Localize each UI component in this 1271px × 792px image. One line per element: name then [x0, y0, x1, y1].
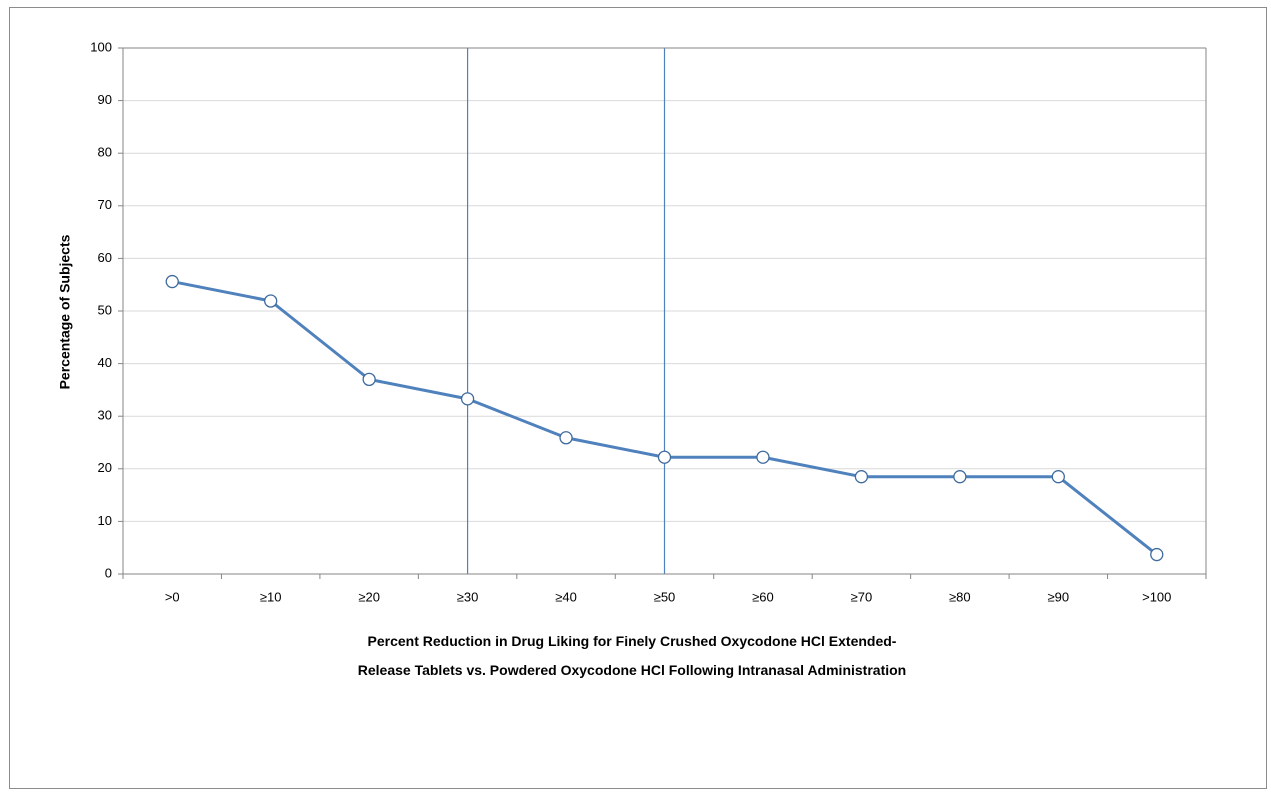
data-point	[460, 392, 475, 406]
axes	[118, 47, 1207, 579]
x-tick-label: ≥50	[654, 589, 676, 604]
y-tick-label: 70	[98, 197, 112, 212]
x-tick-label: ≥60	[752, 589, 774, 604]
data-point	[657, 450, 672, 464]
y-tick-label: 100	[90, 39, 112, 54]
x-axis-title-line-1: Percent Reduction in Drug Liking for Fin…	[368, 633, 897, 649]
x-axis-title-line-2: Release Tablets vs. Powdered Oxycodone H…	[358, 662, 906, 678]
y-tick-label: 0	[105, 565, 112, 580]
data-point	[1150, 547, 1164, 562]
x-tick-label: ≥80	[949, 589, 971, 604]
y-tick-label: 90	[98, 92, 112, 107]
data-point	[854, 470, 869, 484]
x-tick-label: ≥30	[457, 589, 479, 604]
y-tick-label: 30	[98, 408, 112, 423]
chart-frame	[9, 7, 1267, 789]
y-tick-label: 40	[98, 355, 112, 370]
data-point	[1051, 470, 1065, 484]
x-tick-labels: >0 ≥10 ≥20 ≥30 ≥40 ≥50 ≥60 ≥70 ≥80 ≥90 >100	[165, 589, 1172, 604]
x-tick-label: >0	[165, 589, 180, 604]
y-tick-label: 60	[98, 250, 112, 265]
y-axis-title: Percentage of Subjects	[57, 234, 73, 389]
data-point	[264, 294, 278, 308]
y-tick-label: 80	[98, 145, 112, 160]
data-point	[756, 450, 770, 464]
y-tick-labels: 0 10 20 30 40 50 60 70 80 90 100	[90, 39, 112, 580]
data-point	[362, 372, 376, 387]
y-tick-label: 20	[98, 460, 112, 475]
data-point	[953, 470, 967, 484]
x-tick-label: >100	[1142, 589, 1171, 604]
y-tick-label: 50	[98, 302, 112, 317]
series-layer	[165, 274, 1164, 562]
data-point	[559, 431, 573, 445]
x-tick-label: ≥90	[1048, 589, 1070, 604]
reference-lines	[466, 48, 666, 574]
x-tick-label: ≥40	[555, 589, 577, 604]
y-tick-label: 10	[98, 513, 112, 528]
x-tick-label: ≥10	[260, 589, 282, 604]
x-tick-label: ≥20	[358, 589, 380, 604]
x-tick-label: ≥70	[851, 589, 873, 604]
data-point	[165, 274, 179, 289]
